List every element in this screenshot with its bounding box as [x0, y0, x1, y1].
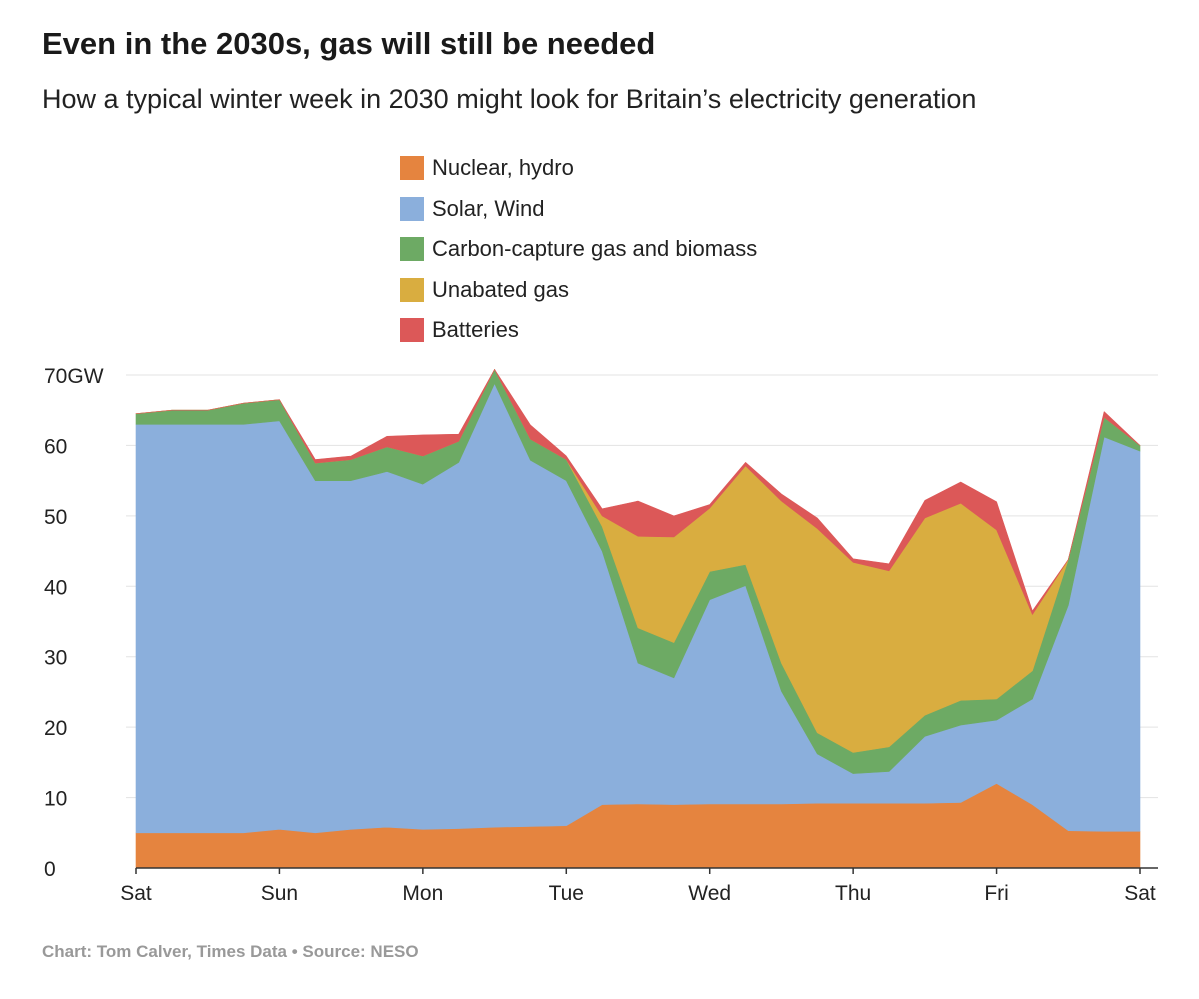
stacked-areas [135, 369, 1141, 869]
x-tick-label: Mon [402, 882, 443, 905]
y-tick-label: 20 [44, 717, 67, 740]
legend-swatch [400, 237, 424, 262]
axes: 0 10 20 30 40 50 60 70GW Sat Sun Mon Tue Wed Thu Fri Sa… [44, 365, 1158, 905]
legend-swatch [400, 196, 424, 221]
legend-item-nuclear-hydro: Nuclear, hydro [400, 148, 757, 189]
y-tick-label: 60 [44, 435, 67, 458]
legend-label: Batteries [432, 317, 519, 343]
y-tick-label: 30 [44, 647, 67, 670]
legend-item-solar-wind: Solar, Wind [400, 189, 757, 230]
legend-label: Solar, Wind [432, 195, 545, 221]
x-tick-label: Wed [688, 882, 731, 905]
legend-label: Nuclear, hydro [432, 155, 574, 181]
y-tick-label: 10 [44, 788, 67, 811]
x-tick-label: Thu [835, 882, 871, 905]
legend-item-batteries: Batteries [400, 310, 757, 351]
y-tick-label: 0 [44, 858, 56, 881]
chart-title: Even in the 2030s, gas will still be nee… [42, 26, 656, 61]
x-tick-label: Fri [984, 882, 1009, 905]
y-tick-label: 70GW [44, 365, 104, 388]
x-tick-label: Tue [549, 882, 584, 905]
legend-label: Unabated gas [432, 276, 569, 302]
x-tick-label: Sun [261, 882, 298, 905]
y-tick-label: 50 [44, 506, 67, 529]
legend-item-unabated-gas: Unabated gas [400, 270, 757, 311]
legend-swatch [400, 156, 424, 181]
legend-label: Carbon-capture gas and biomass [432, 236, 758, 262]
chart-subtitle: How a typical winter week in 2030 might … [42, 84, 977, 114]
legend-swatch [400, 318, 424, 343]
y-tick-label: 40 [44, 576, 67, 599]
area-batteries [135, 369, 1141, 615]
x-tick-label: Sat [120, 882, 152, 905]
x-tick-label: Sat [1124, 882, 1156, 905]
source-credit: Chart: Tom Calver, Times Data • Source: … [42, 942, 419, 961]
legend: Nuclear, hydro Solar, Wind Carbon-captur… [400, 148, 757, 351]
legend-item-carbon-capture: Carbon-capture gas and biomass [400, 229, 757, 270]
legend-swatch [400, 277, 424, 302]
